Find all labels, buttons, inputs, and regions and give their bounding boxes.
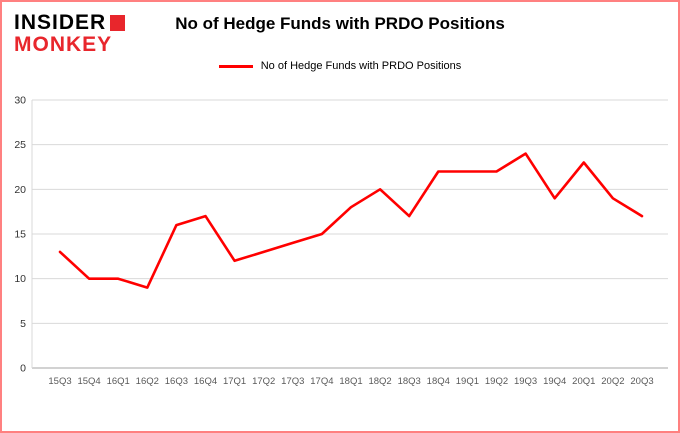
x-axis-tick-label: 16Q3 (165, 376, 188, 387)
logo-red-block-icon (110, 15, 126, 32)
x-axis-tick-label: 17Q2 (252, 376, 275, 387)
line-chart: 0 5 10 15 20 25 30 15Q3 15Q4 16Q1 16Q2 16Q3 16Q4 17Q1… (14, 95, 668, 387)
x-axis-tick-label: 20Q3 (630, 376, 653, 387)
x-axis-tick-label: 19Q4 (543, 376, 566, 387)
y-axis-tick-label: 5 (20, 318, 26, 330)
x-axis-tick-label: 18Q3 (398, 376, 421, 387)
x-axis-tick-label: 16Q1 (107, 376, 130, 387)
x-axis-tick-label: 16Q4 (194, 376, 217, 387)
y-axis-tick-label: 20 (14, 184, 26, 196)
x-axis-tick-label: 17Q4 (310, 376, 333, 387)
x-axis-tick-label: 15Q4 (77, 376, 100, 387)
insider-monkey-logo: INSIDER MONKEY (14, 11, 126, 57)
logo-line-insider: INSIDER (14, 11, 126, 34)
logo-text-insider: INSIDER (14, 11, 107, 34)
x-axis-tick-label: 19Q1 (456, 376, 479, 387)
y-axis-tick-label: 30 (14, 95, 26, 107)
x-axis-tick-label: 18Q2 (368, 376, 391, 387)
x-axis-tick-label: 20Q1 (572, 376, 595, 387)
x-axis-tick-label: 15Q3 (48, 376, 71, 387)
y-axis-tick-label: 0 (20, 363, 26, 375)
legend-label: No of Hedge Funds with PRDO Positions (260, 60, 462, 72)
x-axis-tick-label: 18Q1 (339, 376, 362, 387)
legend: No of Hedge Funds with PRDO Positions (2, 60, 678, 72)
x-axis-tick-label: 20Q2 (601, 376, 624, 387)
legend-line-swatch (218, 64, 253, 68)
x-axis-tick-label: 19Q2 (485, 376, 508, 387)
x-axis-tick-label: 16Q2 (136, 376, 159, 387)
logo-text-monkey: MONKEY (14, 33, 113, 57)
series-line (58, 152, 644, 289)
y-axis-tick-label: 10 (14, 273, 26, 285)
y-axis-tick-label: 15 (14, 229, 26, 241)
x-axis-tick-label: 17Q3 (281, 376, 304, 387)
chart-title: No of Hedge Funds with PRDO Positions (175, 14, 505, 33)
y-axis-tick-label: 25 (14, 139, 26, 151)
x-axis-tick-label: 19Q3 (514, 376, 537, 387)
x-axis-tick-label: 17Q1 (223, 376, 246, 387)
x-axis-tick-label: 18Q4 (427, 376, 450, 387)
